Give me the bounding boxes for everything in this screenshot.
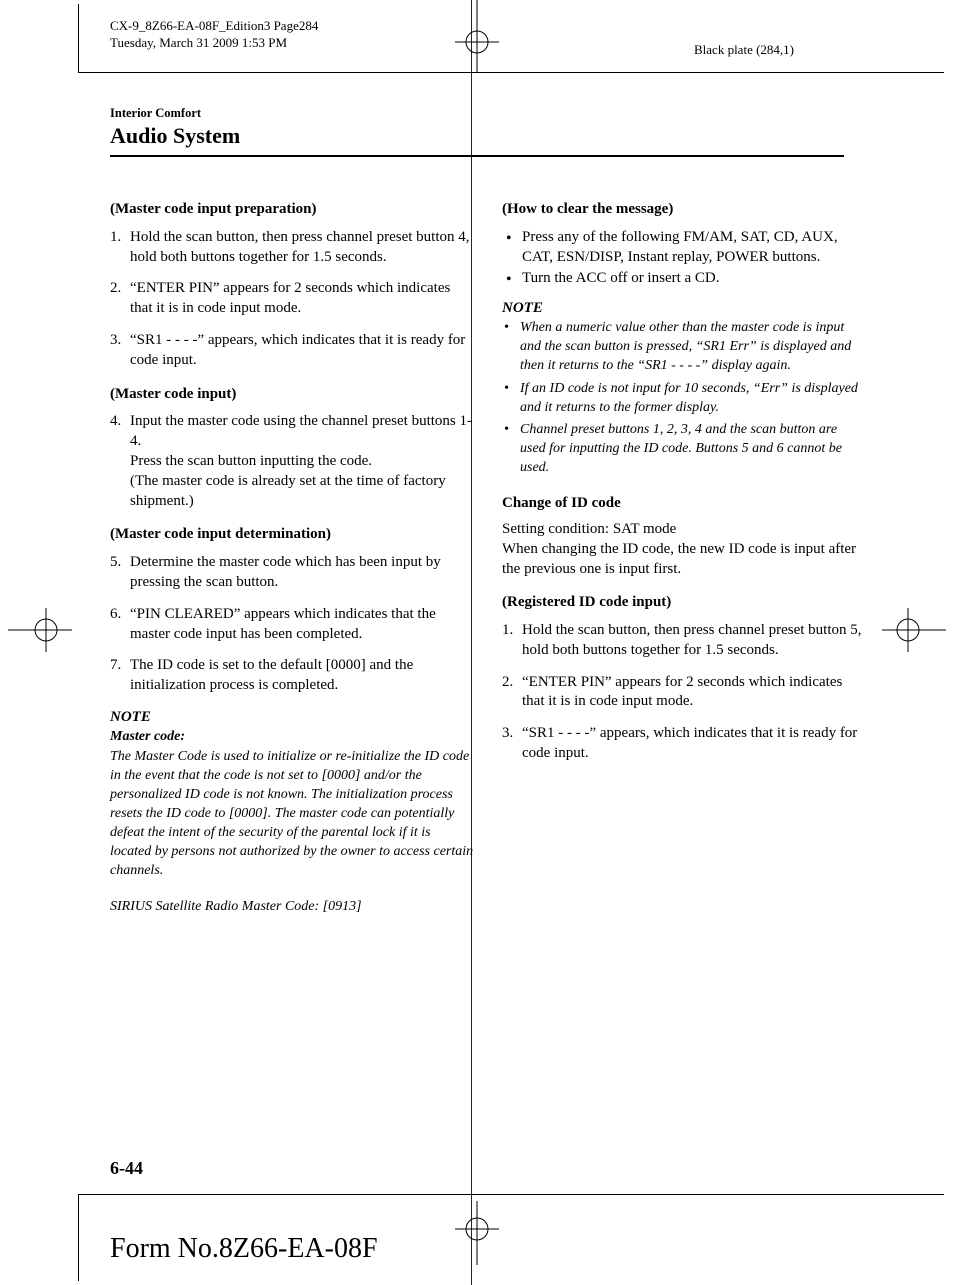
- list-text: Hold the scan button, then press channel…: [130, 229, 470, 265]
- right-column: (How to clear the message) Press any of …: [502, 196, 866, 917]
- registration-mark-icon: [455, 0, 499, 72]
- subheading: (Master code input preparation): [110, 200, 474, 220]
- subheading: Change of ID code: [502, 494, 866, 514]
- list-text: The ID code is set to the default [0000]…: [130, 657, 413, 693]
- note-body: The Master Code is used to initialize or…: [110, 748, 474, 880]
- list-text: Input the master code using the channel …: [130, 413, 472, 449]
- list-item: Channel preset buttons 1, 2, 3, 4 and th…: [502, 421, 866, 478]
- list-text: “ENTER PIN” appears for 2 seconds which …: [130, 280, 450, 316]
- section-category: Interior Comfort: [110, 106, 844, 121]
- list-text: Press the scan button inputting the code…: [130, 453, 372, 469]
- list-text: (The master code is already set at the t…: [130, 473, 446, 509]
- doc-date: Tuesday, March 31 2009 1:53 PM: [110, 35, 318, 52]
- list-item: When a numeric value other than the mast…: [502, 319, 866, 376]
- numbered-list: 5.Determine the master code which has be…: [110, 553, 474, 696]
- note-subtitle: Master code:: [110, 728, 474, 746]
- crop-mark: [78, 72, 944, 73]
- list-item: If an ID code is not input for 10 second…: [502, 380, 866, 418]
- list-text: Determine the master code which has been…: [130, 554, 441, 590]
- crop-mark: [78, 1195, 79, 1281]
- list-text: “PIN CLEARED” appears which indicates th…: [130, 606, 436, 642]
- page-number: 6-44: [110, 1158, 143, 1179]
- list-text: “SR1 - - - -” appears, which indicates t…: [130, 332, 465, 368]
- list-item: 2.“ENTER PIN” appears for 2 seconds whic…: [110, 279, 474, 319]
- subheading: (How to clear the message): [502, 200, 866, 220]
- sirius-code: SIRIUS Satellite Radio Master Code: [091…: [110, 898, 474, 916]
- subheading: (Registered ID code input): [502, 593, 866, 613]
- list-item: 4. Input the master code using the chann…: [110, 412, 474, 511]
- bulleted-list: Press any of the following FM/AM, SAT, C…: [502, 228, 866, 289]
- note-list: When a numeric value other than the mast…: [502, 319, 866, 478]
- list-item: 2.“ENTER PIN” appears for 2 seconds whic…: [502, 673, 866, 713]
- section-title: Audio System: [110, 123, 844, 149]
- doc-id: CX-9_8Z66-EA-08F_Edition3 Page284: [110, 18, 318, 35]
- note-label: NOTE: [110, 708, 474, 728]
- numbered-list: 1.Hold the scan button, then press chann…: [502, 621, 866, 764]
- registration-mark-icon: [455, 1201, 499, 1265]
- list-item: 3.“SR1 - - - -” appears, which indicates…: [502, 724, 866, 764]
- list-text: “ENTER PIN” appears for 2 seconds which …: [522, 674, 842, 710]
- crop-mark: [78, 1194, 944, 1195]
- black-plate-label: Black plate (284,1): [694, 42, 794, 58]
- list-item: 1.Hold the scan button, then press chann…: [110, 228, 474, 268]
- crop-mark: [78, 4, 79, 72]
- paragraph: Setting condition: SAT mode When changin…: [502, 520, 866, 579]
- registration-mark-icon: [882, 608, 946, 652]
- list-item: 7.The ID code is set to the default [000…: [110, 656, 474, 696]
- section-rule: [110, 155, 844, 157]
- registration-mark-icon: [8, 608, 72, 652]
- subheading: (Master code input): [110, 385, 474, 405]
- list-item: 1.Hold the scan button, then press chann…: [502, 621, 866, 661]
- subheading: (Master code input determination): [110, 525, 474, 545]
- section-header: Interior Comfort Audio System: [110, 106, 844, 157]
- form-number: Form No.8Z66-EA-08F: [110, 1233, 378, 1265]
- list-item: 5.Determine the master code which has be…: [110, 553, 474, 593]
- note-label: NOTE: [502, 299, 866, 319]
- list-item: 3.“SR1 - - - -” appears, which indicates…: [110, 331, 474, 371]
- list-text: “SR1 - - - -” appears, which indicates t…: [522, 725, 857, 761]
- numbered-list: 1.Hold the scan button, then press chann…: [110, 228, 474, 371]
- list-item: Press any of the following FM/AM, SAT, C…: [502, 228, 866, 268]
- content-area: (Master code input preparation) 1.Hold t…: [110, 196, 866, 917]
- list-item: Turn the ACC off or insert a CD.: [502, 269, 866, 289]
- left-column: (Master code input preparation) 1.Hold t…: [110, 196, 474, 917]
- numbered-list: 4. Input the master code using the chann…: [110, 412, 474, 511]
- list-item: 6.“PIN CLEARED” appears which indicates …: [110, 605, 474, 645]
- list-text: Hold the scan button, then press channel…: [522, 622, 862, 658]
- header-meta: CX-9_8Z66-EA-08F_Edition3 Page284 Tuesda…: [110, 18, 318, 52]
